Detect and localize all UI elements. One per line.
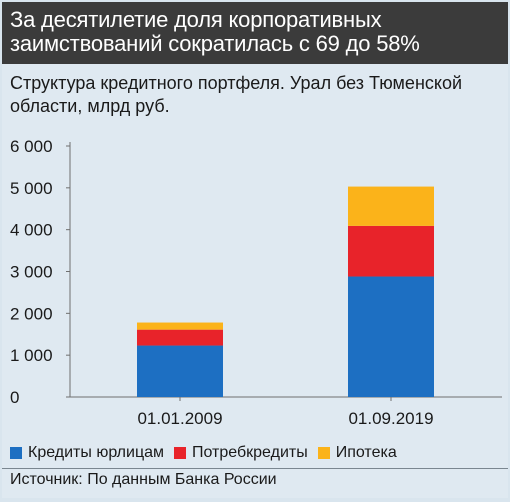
legend-item-mortgage: Ипотека [317, 444, 397, 462]
legend-label-corporate: Кредиты юрлицам [28, 444, 164, 461]
source-note: Источник: По данным Банка России [10, 471, 277, 488]
legend-swatch-consumer [174, 447, 186, 459]
chart-subtitle: Структура кредитного портфеля. Урал без … [10, 72, 500, 118]
legend-label-consumer: Потребкредиты [192, 444, 308, 461]
y-tick-label: 4 000 [10, 221, 53, 240]
subtitle-line-1: Структура кредитного портфеля. Урал без … [10, 73, 463, 93]
y-tick-label: 0 [10, 388, 19, 407]
bar-consumer [137, 329, 223, 346]
x-tick-label: 01.09.2019 [348, 409, 433, 428]
chart-legend: Кредиты юрлицам Потребкредиты Ипотека [10, 441, 407, 465]
title-line-1: За десятилетие доля корпоративных [10, 7, 382, 32]
bar-mortgage [348, 186, 434, 226]
y-tick-label: 1 000 [10, 346, 53, 365]
legend-label-mortgage: Ипотека [335, 444, 397, 461]
y-tick-label: 2 000 [10, 304, 53, 323]
bar-corporate [137, 345, 223, 397]
source-divider [2, 468, 508, 469]
legend-swatch-mortgage [317, 447, 330, 459]
bar-corporate [348, 276, 434, 397]
bar-mortgage [137, 322, 223, 330]
x-tick-label: 01.01.2009 [137, 409, 222, 428]
title-line-2: заимствований сократилась с 69 до 58% [10, 31, 420, 56]
legend-item-corporate: Кредиты юрлицам [10, 444, 164, 462]
legend-swatch-corporate [10, 447, 22, 459]
y-tick-label: 3 000 [10, 263, 53, 282]
legend-item-consumer: Потребкредиты [174, 444, 308, 462]
y-tick-label: 6 000 [10, 137, 53, 156]
bar-consumer [348, 225, 434, 277]
y-tick-label: 5 000 [10, 179, 53, 198]
stacked-bar-chart: 0 1 000 2 000 3 000 4 000 5 000 6 000 01.01.200… [10, 137, 502, 428]
title-block: За десятилетие доля корпоративных заимст… [2, 2, 508, 64]
subtitle-line-2: области, млрд руб. [10, 96, 170, 116]
